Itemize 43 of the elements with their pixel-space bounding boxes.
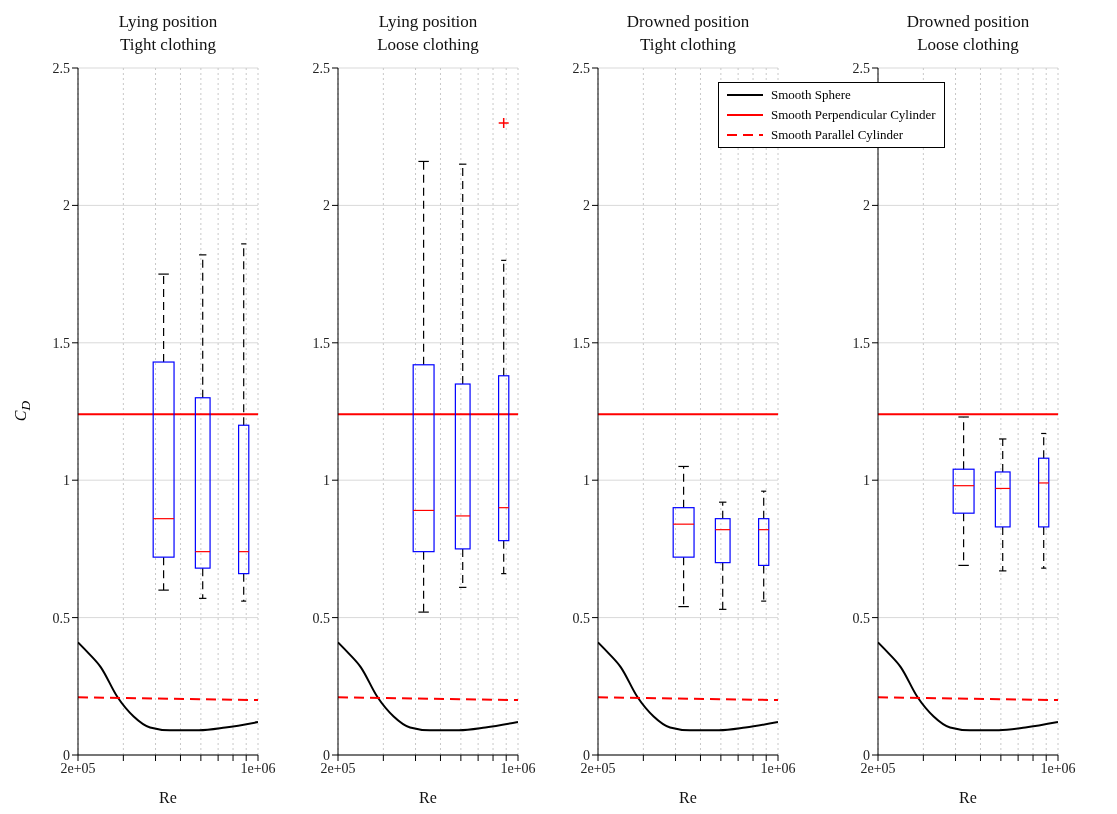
x-axis-title: Re [159,789,177,806]
y-tick-label: 1.5 [312,335,330,351]
x-tick-label: 1e+06 [1040,760,1076,776]
y-tick-label: 1.5 [572,335,590,351]
x-tick-label: 1e+06 [500,760,536,776]
x-tick-label: 2e+05 [320,760,356,776]
y-tick-label: 2.5 [52,60,70,76]
x-axis-title: Re [959,789,977,806]
y-tick-label: 1 [863,473,870,489]
y-tick-label: 1 [63,473,70,489]
y-tick-label: 0 [63,747,70,763]
x-axis-title: Re [419,789,437,806]
chart-title: Drowned position Loose clothing [905,11,1031,56]
x-tick-label: 1e+06 [240,760,276,776]
y-tick-label: 0 [323,747,330,763]
y-tick-label: 2.5 [312,60,330,76]
y-tick-label: 1.5 [852,335,870,351]
chart-title: Drowned position Tight clothing [625,11,751,56]
y-tick-label: 0.5 [52,610,70,626]
y-tick-label: 0.5 [312,610,330,626]
x-tick-label: 2e+05 [580,760,616,776]
y-tick-label: 0 [863,747,870,763]
y-tick-label: 2 [863,198,870,214]
y-tick-label: 1 [323,473,330,489]
x-tick-label: 2e+05 [60,760,96,776]
y-tick-label: 2.5 [572,60,590,76]
y-tick-label: 0.5 [572,610,590,626]
legend-label: Smooth Sphere [771,87,851,103]
y-tick-label: 0.5 [852,610,870,626]
y-tick-label: 1.5 [52,335,70,351]
y-tick-label: 2 [583,198,590,214]
x-axis-title: Re [679,789,697,806]
legend-label: Smooth Perpendicular Cylinder [771,107,936,123]
y-tick-label: 1 [583,473,590,489]
legend-label: Smooth Parallel Cylinder [771,127,904,143]
chart-title: Lying position Tight clothing [117,11,219,56]
y-tick-label: 2 [63,198,70,214]
y-tick-label: 2 [323,198,330,214]
y-tick-label: 0 [583,747,590,763]
y-tick-label: 2.5 [852,60,870,76]
x-tick-label: 2e+05 [860,760,896,776]
chart-title: Lying position Loose clothing [376,11,480,56]
x-tick-label: 1e+06 [760,760,796,776]
